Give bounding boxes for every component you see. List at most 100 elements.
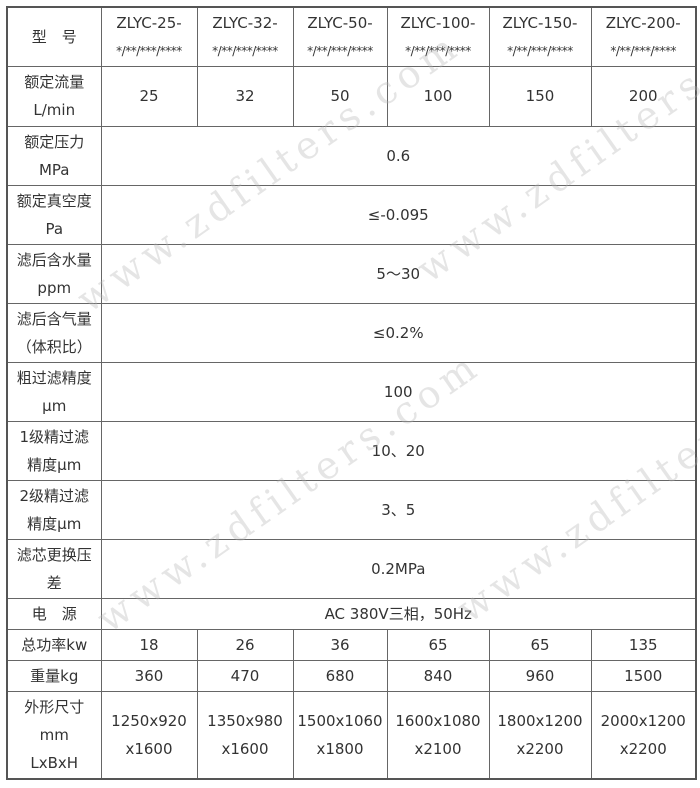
- model-cell: ZLYC-32- */**/***/****: [196, 6, 294, 67]
- table-row-coarse: 粗过滤精度 μm 100: [6, 361, 697, 422]
- table-row-element: 滤芯更换压差 0.2MPa: [6, 538, 697, 599]
- model-name: ZLYC-150-: [502, 13, 578, 32]
- value-cell: 470: [196, 659, 294, 692]
- value-cell: 150: [488, 65, 592, 127]
- value-cell: 65: [386, 628, 490, 661]
- value-cell: 18: [100, 628, 198, 661]
- value-cell: 5～30: [100, 243, 697, 304]
- label-line: 额定流量: [24, 73, 85, 91]
- value-cell: 840: [386, 659, 490, 692]
- table-row-vacuum: 额定真空度 Pa ≤-0.095: [6, 184, 697, 245]
- model-cell: ZLYC-150- */**/***/****: [488, 6, 592, 67]
- label-line: 额定真空度: [16, 191, 92, 210]
- model-suffix: */**/***/****: [405, 43, 471, 58]
- spec-table: 型 号 ZLYC-25- */**/***/**** ZLYC-32- */**/*…: [6, 6, 697, 780]
- table-row-water: 滤后含水量 ppm 5～30: [6, 243, 697, 304]
- model-suffix: */**/***/****: [610, 43, 677, 58]
- size-line: x1800: [316, 739, 364, 758]
- row-label: 外形尺寸 mm LxBxH: [6, 690, 102, 780]
- row-label: 粗过滤精度 μm: [6, 361, 102, 422]
- label-line: 外形尺寸: [24, 697, 85, 716]
- value-cell: 1500x1060 x1800: [292, 690, 388, 780]
- row-label: 2级精过滤精度μm: [6, 479, 102, 540]
- value-cell: 960: [488, 659, 592, 692]
- row-label: 额定流量 L/min: [6, 65, 102, 127]
- size-line: 1800x1200: [497, 711, 583, 730]
- size-line: 1600x1080: [395, 711, 481, 730]
- row-label: 1级精过滤 精度μm: [6, 420, 102, 481]
- table-row-gas: 滤后含气量 （体积比） ≤0.2%: [6, 302, 697, 363]
- value-cell: ≤-0.095: [100, 184, 697, 245]
- model-suffix: */**/***/****: [307, 43, 373, 58]
- value-cell: 1600x1080 x2100: [386, 690, 490, 780]
- value-cell: 32: [196, 65, 294, 127]
- table-row-pressure: 额定压力 MPa 0.6: [6, 125, 697, 186]
- size-line: x1600: [125, 739, 173, 758]
- label-unit: MPa: [38, 160, 70, 179]
- value-cell: 200: [590, 65, 697, 127]
- row-label: 滤后含水量 ppm: [6, 243, 102, 304]
- label-unit: L/min: [33, 101, 76, 119]
- model-name: ZLYC-200-: [605, 13, 681, 32]
- model-label: 型 号: [6, 6, 102, 67]
- label-unit: Pa: [45, 219, 64, 238]
- value-cell: 100: [386, 65, 490, 127]
- label-line: 滤后含水量: [16, 250, 92, 269]
- value-cell: 2000x1200 x2200: [590, 690, 697, 780]
- value-cell: 0.6: [100, 125, 697, 186]
- label-line: 2级精过滤: [19, 486, 90, 505]
- row-label: 滤后含气量 （体积比）: [6, 302, 102, 363]
- label-line: 粗过滤精度: [16, 368, 92, 387]
- value-cell: 25: [100, 65, 198, 127]
- table-row-model: 型 号 ZLYC-25- */**/***/**** ZLYC-32- */**/*…: [6, 6, 697, 67]
- value-cell: 10、20: [100, 420, 697, 481]
- row-label: 总功率kw: [6, 628, 102, 661]
- label-unit: 精度μm: [27, 514, 82, 533]
- size-line: 1250x920: [111, 711, 187, 730]
- row-label: 额定真空度 Pa: [6, 184, 102, 245]
- value-cell: AC 380V三相，50Hz: [100, 597, 697, 630]
- value-cell: 0.2MPa: [100, 538, 697, 599]
- model-suffix: */**/***/****: [116, 43, 182, 58]
- table-row-flow: 额定流量 L/min 25 32 50 100 150 200: [6, 65, 697, 127]
- label-unit: （体积比）: [16, 337, 92, 356]
- table-row-weight: 重量kg 360 470 680 840 960 1500: [6, 659, 697, 692]
- model-name: ZLYC-25-: [116, 13, 182, 32]
- value-cell: 3、5: [100, 479, 697, 540]
- model-name: ZLYC-100-: [400, 13, 476, 32]
- row-label: 重量kg: [6, 659, 102, 692]
- model-cell: ZLYC-100- */**/***/****: [386, 6, 490, 67]
- value-cell: ≤0.2%: [100, 302, 697, 363]
- value-cell: 1250x920 x1600: [100, 690, 198, 780]
- value-cell: 36: [292, 628, 388, 661]
- model-cell: ZLYC-25- */**/***/****: [100, 6, 198, 67]
- table-row-size: 外形尺寸 mm LxBxH 1250x920 x1600 1350x980 x1600 …: [6, 690, 697, 780]
- label-unit: 差: [46, 573, 62, 592]
- row-label: 额定压力 MPa: [6, 125, 102, 186]
- label-line: 滤后含气量: [16, 309, 92, 328]
- value-cell: 680: [292, 659, 388, 692]
- value-cell: 65: [488, 628, 592, 661]
- model-suffix: */**/***/****: [507, 43, 573, 58]
- table-row-power: 总功率kw 18 26 36 65 65 135: [6, 628, 697, 661]
- size-line: x2200: [516, 739, 564, 758]
- size-line: 1500x1060: [297, 711, 383, 730]
- table-row-fine1: 1级精过滤 精度μm 10、20: [6, 420, 697, 481]
- size-line: 2000x1200: [600, 711, 686, 730]
- label-unit: LxBxH: [30, 753, 79, 772]
- size-line: x2100: [414, 739, 462, 758]
- label-unit: mm: [39, 725, 69, 744]
- model-cell: ZLYC-200- */**/***/****: [590, 6, 697, 67]
- value-cell: 360: [100, 659, 198, 692]
- row-label: 滤芯更换压差: [6, 538, 102, 599]
- model-cell: ZLYC-50- */**/***/****: [292, 6, 388, 67]
- value-cell: 1500: [590, 659, 697, 692]
- value-cell: 100: [100, 361, 697, 422]
- label-line: 1级精过滤: [19, 427, 90, 446]
- value-cell: 135: [590, 628, 697, 661]
- label-unit: μm: [42, 396, 67, 415]
- label-unit: ppm: [37, 278, 72, 297]
- size-line: x1600: [221, 739, 269, 758]
- model-suffix: */**/***/****: [212, 43, 278, 58]
- label-line: 滤芯更换压: [16, 545, 92, 564]
